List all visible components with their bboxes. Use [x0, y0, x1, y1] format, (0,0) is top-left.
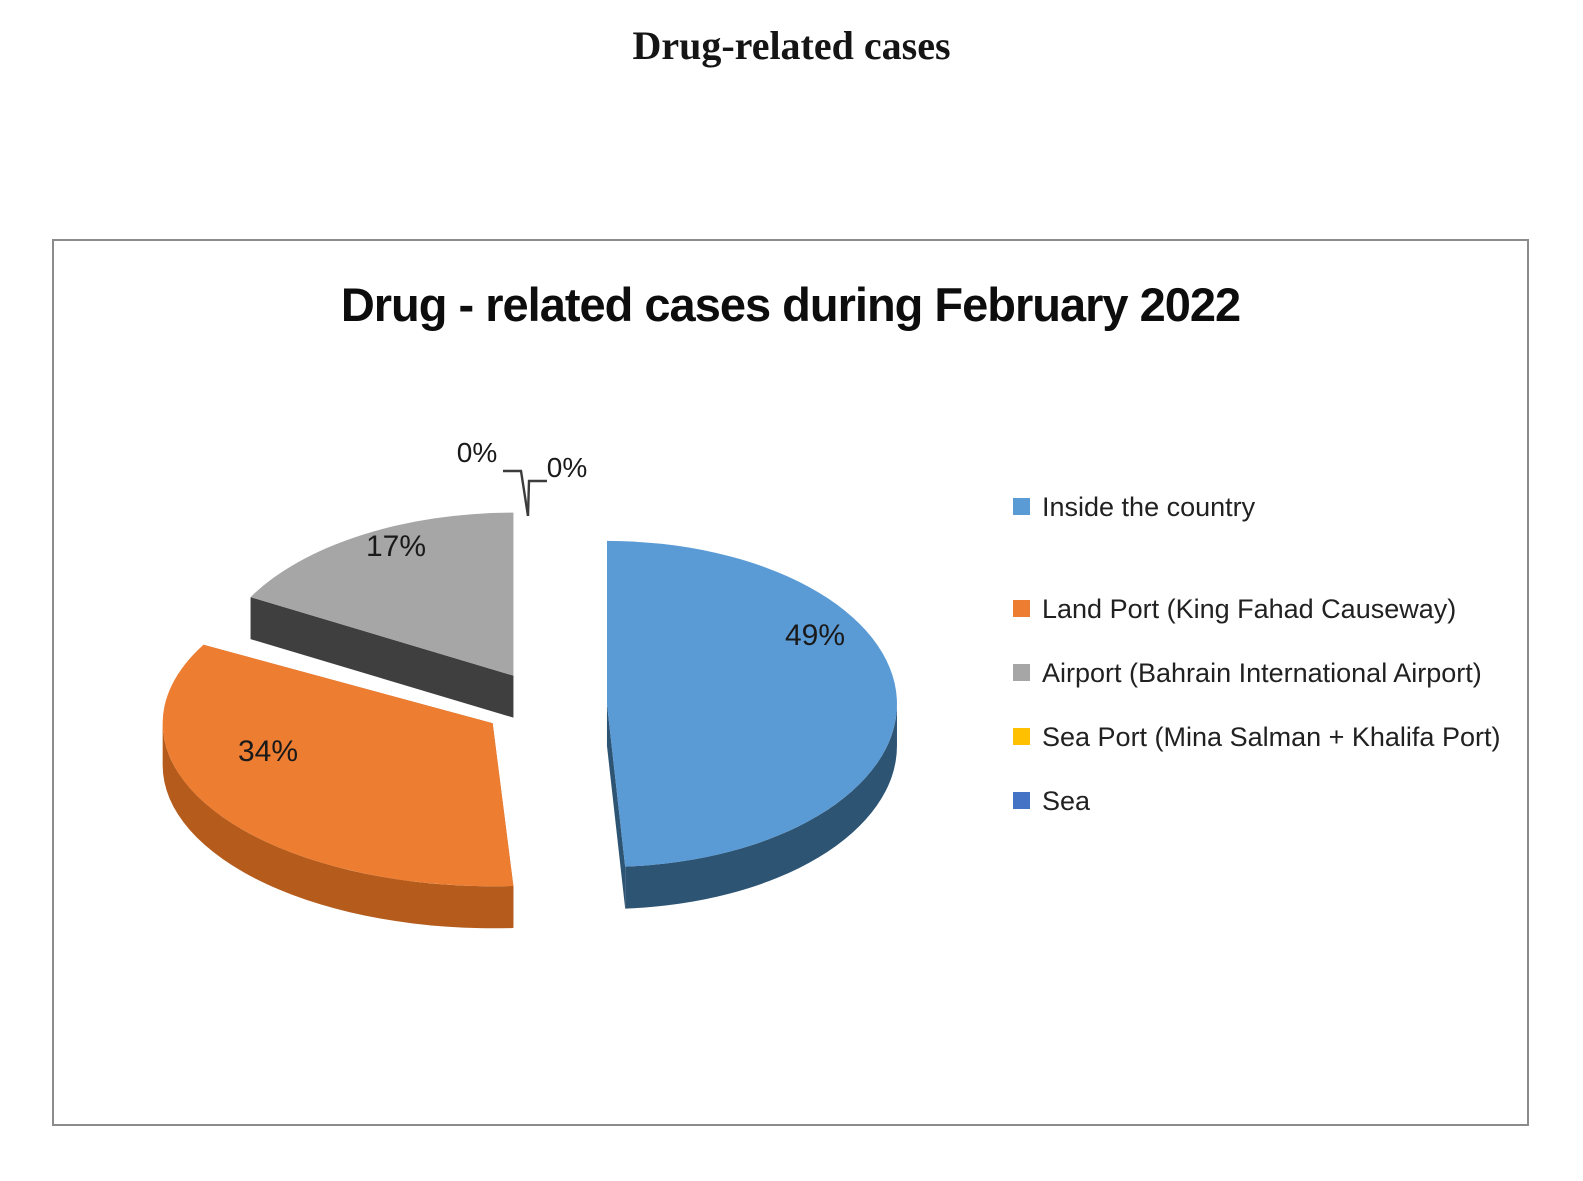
legend-item-land-port-king-fahad-causeway: Land Port (King Fahad Causeway)	[1013, 589, 1523, 629]
chart-title: Drug - related cases during February 202…	[340, 278, 1241, 331]
legend-swatch-icon	[1013, 664, 1030, 681]
chart-legend: Inside the country Land Port (King Fahad …	[1013, 487, 1523, 821]
legend-label: Airport (Bahrain International Airport)	[1042, 658, 1482, 688]
legend-item-sea-port-mina-salman-khalifa-port: Sea Port (Mina Salman + Khalifa Port)	[1013, 717, 1523, 757]
legend-swatch-icon	[1013, 792, 1030, 809]
chart-area: Drug - related cases during February 202…	[52, 239, 1529, 1126]
legend-swatch-icon	[1013, 728, 1030, 745]
legend-swatch-icon	[1013, 600, 1030, 617]
legend-label: Inside the country	[1042, 492, 1256, 522]
legend-swatch-icon	[1013, 498, 1030, 515]
legend-item-sea: Sea	[1013, 781, 1523, 821]
legend-item-airport-bahrain-international-airport: Airport (Bahrain International Airport)	[1013, 653, 1523, 693]
legend-label: Sea Port (Mina Salman + Khalifa Port)	[1042, 722, 1501, 752]
legend-label: Sea	[1042, 786, 1091, 816]
legend-label: Land Port (King Fahad Causeway)	[1042, 594, 1457, 624]
page-title: Drug-related cases	[632, 23, 951, 68]
legend-item-inside-the-country: Inside the country	[1013, 487, 1523, 527]
